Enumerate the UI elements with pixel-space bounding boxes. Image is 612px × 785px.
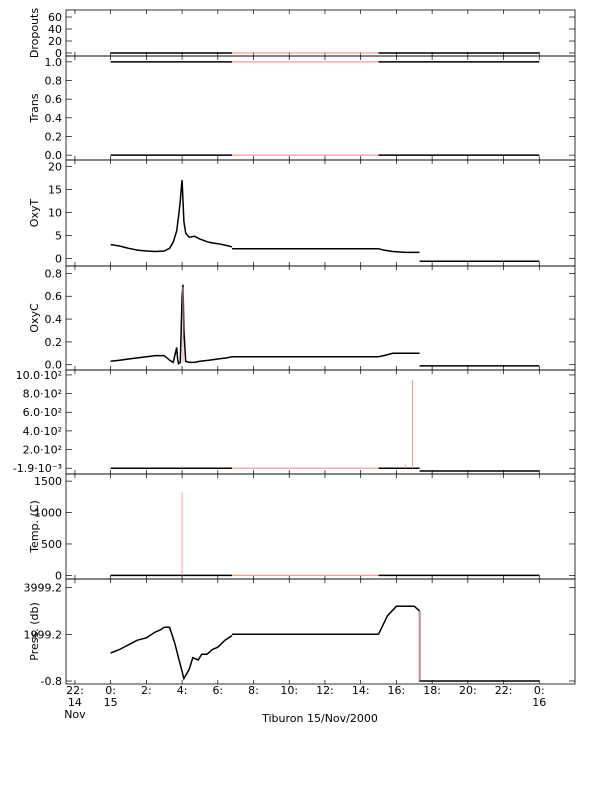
panel-unlabeled: -1.9·10⁻³ 2.0·10² 4.0·10² 6.0·10² 8.0·10² 10.… [13,369,576,475]
panel-frame [65,369,576,475]
y-axis-label: OxyT [28,199,41,228]
y-tick-label: 0.0 [45,149,63,162]
y-tick-label: 0.8 [45,75,63,88]
x-tick-label: 6: [212,684,223,697]
x-tick-label: 20: [459,684,477,697]
panel-frame [65,265,576,371]
x-tick-label: 4: [177,684,188,697]
panel-trans: 0.0 0.2 0.4 0.6 0.8 1.0 Trans [28,55,576,162]
y-tick-label: 0.2 [45,336,63,349]
chart-title: Tiburon 15/Nov/2000 [261,712,378,725]
y-tick-label: 1500 [34,475,62,488]
y-tick-label: 15 [48,183,62,196]
y-tick-label: 1.0 [45,56,63,69]
y-tick-label: 0.0 [45,359,63,372]
chart-panels: 0204060Dropouts0.00.20.40.60.81.0Trans05… [13,8,576,688]
panel-temp-c: 0 500 1000 1500 Temp. (C) [28,473,576,582]
y-tick-label: 8.0·10² [23,388,62,401]
x-tick-label: 14 [68,696,82,709]
x-tick-label: 0: [105,684,116,697]
panel-frame [65,473,576,580]
panel-oxyc: 0.0 0.2 0.4 0.6 0.8 OxyC [28,265,576,372]
y-tick-label: 40 [48,23,62,36]
y-tick-label: 0.6 [45,93,63,106]
panel-frame [65,55,576,161]
y-tick-label: 4.0·10² [23,425,62,438]
y-tick-label: 0.6 [45,290,63,303]
y-tick-label: 0 [55,252,62,265]
x-tick-label: 22: [66,684,84,697]
x-tick-label: 14: [352,684,370,697]
y-tick-label: 0.4 [45,112,63,125]
y-tick-label: 2.0·10² [23,444,62,457]
y-tick-label: 0 [55,569,62,582]
y-tick-label: 500 [41,538,62,551]
panel-frame [65,9,576,57]
series-line [418,611,540,682]
y-tick-label: 0.2 [45,130,63,143]
y-tick-label: 0.4 [45,313,63,326]
x-tick-label: 0: [534,684,545,697]
x-tick-label: 12: [316,684,334,697]
y-tick-label: 0 [55,47,62,60]
x-tick-label: 15 [104,696,118,709]
x-tick-label: Nov [64,708,86,721]
y-tick-label: -0.8 [41,675,62,688]
panel-frame [65,578,576,685]
panel-press-db: -0.8 1999.2 3999.2 Press. (db) [24,578,576,688]
x-tick-label: 8: [248,684,259,697]
y-tick-label: 60 [48,11,62,24]
panel-oxyt: 0 5 10 15 20 OxyT [28,159,576,267]
y-tick-label: 20 [48,35,62,48]
series-line [110,180,233,253]
series-line [110,626,233,681]
x-tick-label: 2: [141,684,152,697]
x-tick-label: 10: [280,684,298,697]
x-tick-label: 16 [532,696,546,709]
y-axis-label: Temp. (C) [28,500,41,554]
y-tick-label: 1000 [34,507,62,520]
y-tick-label: 1999.2 [24,628,63,641]
x-tick-label: 22: [495,684,513,697]
series-line [378,247,420,254]
series-line [110,284,233,365]
y-axis-label: Trans [28,93,41,123]
y-axis-label: Dropouts [28,8,41,58]
y-tick-label: -1.9·10⁻³ [13,462,62,475]
y-tick-label: 6.0·10² [23,406,62,419]
y-tick-label: 20 [48,160,62,173]
y-tick-label: 0.8 [45,267,63,280]
y-tick-label: 3999.2 [24,582,63,595]
y-tick-label: 5 [55,229,62,242]
y-axis-label: OxyC [28,303,41,333]
y-axis-label: Press. (db) [28,602,41,661]
x-tick-label: 16: [388,684,406,697]
y-tick-label: 10 [48,206,62,219]
x-tick-label: 18: [423,684,441,697]
y-tick-label: 10.0·10² [16,369,62,382]
series-line [377,605,421,635]
series-line [378,352,420,358]
